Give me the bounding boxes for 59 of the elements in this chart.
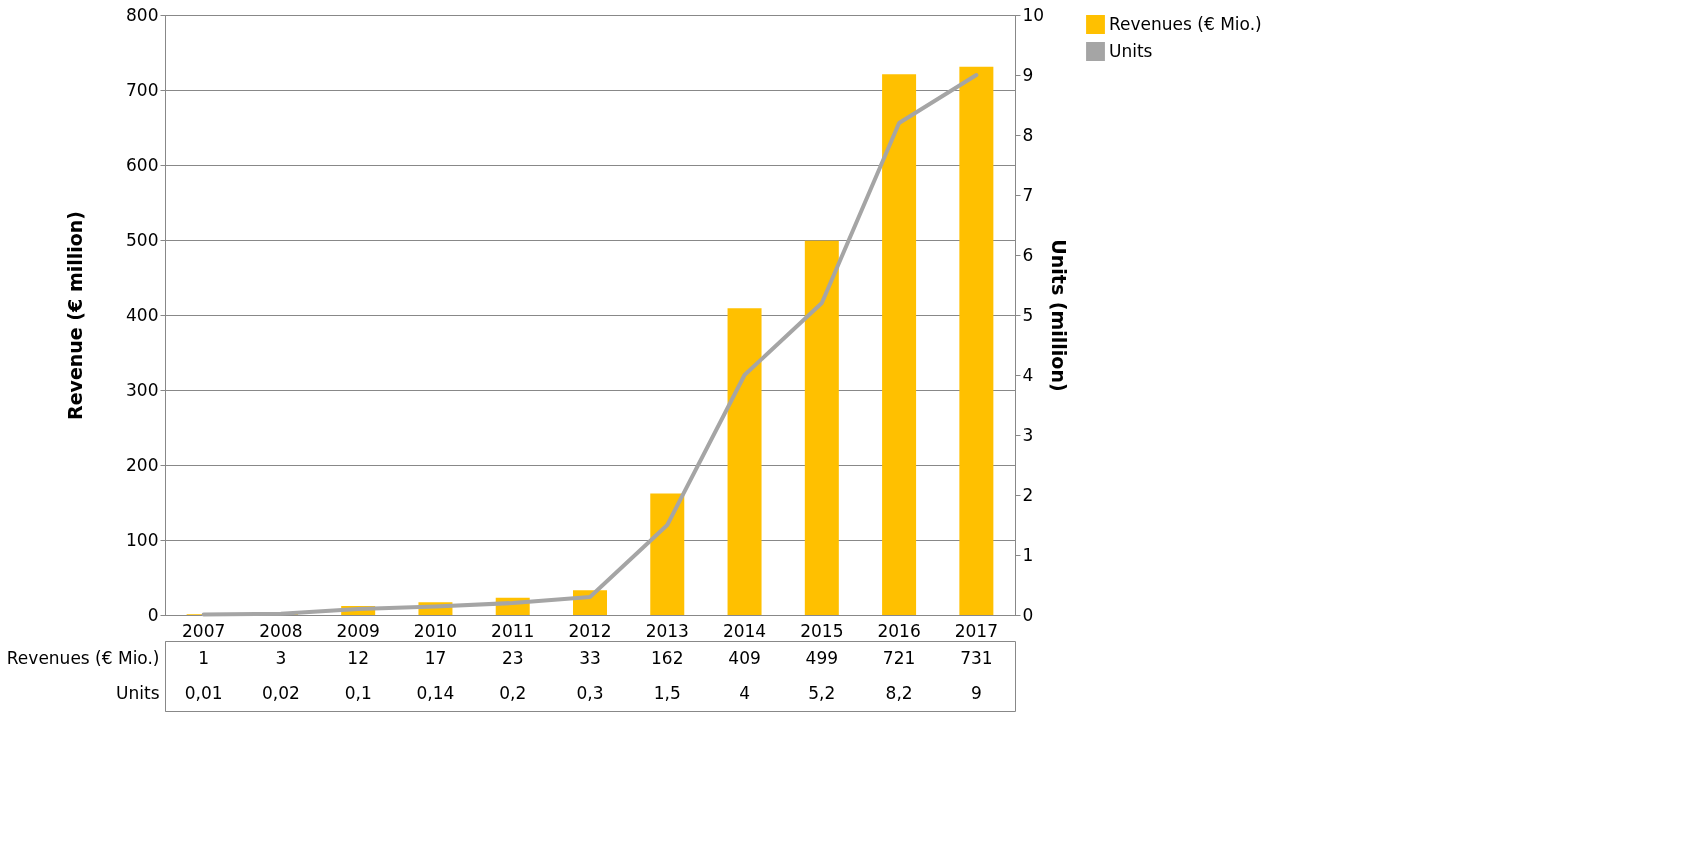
y2-tick-label: 7 [1022, 184, 1034, 205]
data-label: 33 [579, 647, 601, 668]
data-label: 0,3 [576, 682, 604, 703]
data-label: 17 [424, 647, 447, 668]
data-label: 499 [805, 647, 839, 668]
data-label: 1 [198, 647, 210, 668]
data-label: 23 [501, 647, 524, 668]
data-label: 0,02 [261, 682, 300, 703]
y2-tick-label: 9 [1022, 64, 1034, 85]
data-label: 0,14 [416, 682, 455, 703]
data-label: 4 [739, 682, 750, 703]
x-tick-label: 2011 [491, 620, 535, 641]
data-label: 731 [960, 647, 993, 668]
data-label: 409 [728, 647, 761, 668]
text: Revenues (€ Mio.) [6, 648, 160, 668]
y-tick-label: 800 [126, 4, 159, 25]
y2-tick-label: 1 [1022, 544, 1034, 565]
y-tick-label: 600 [126, 154, 159, 175]
y2-axis-title: Units (million) [1048, 239, 1071, 392]
data-label: 9 [970, 682, 982, 703]
x-tick-label: 2008 [259, 620, 303, 641]
y2-tick-label: 10 [1022, 4, 1045, 25]
x-tick-label: 2016 [877, 620, 921, 641]
x-tick-label: 2010 [413, 620, 458, 641]
x-tick-label: 2013 [645, 620, 689, 641]
data-label: 8,2 [885, 682, 913, 703]
x-tick-label: 2009 [336, 620, 380, 641]
x-tick-label: 2007 [182, 620, 226, 641]
y-axis-title: Revenue (€ million) [64, 211, 87, 420]
y2-tick-label: 4 [1022, 364, 1034, 385]
data-label: 3 [275, 647, 287, 668]
data-label: 1,5 [653, 682, 681, 703]
data-label: 0,1 [344, 682, 372, 703]
y2-tick-label: 2 [1022, 484, 1034, 505]
y2-tick-label: 6 [1022, 244, 1034, 265]
y-tick-label: 700 [126, 79, 159, 100]
y-tick-label: 500 [126, 229, 159, 250]
legend-label: Units [1109, 40, 1153, 61]
x-tick-label: 2015 [800, 620, 844, 641]
y2-tick-label: 0 [1022, 604, 1034, 625]
y-tick-label: 200 [126, 454, 159, 475]
y-tick-label: 0 [147, 604, 159, 625]
legend-label: Revenues (€ Mio.) [1109, 13, 1262, 34]
data-label: 721 [882, 647, 916, 668]
y-tick-label: 300 [126, 379, 159, 400]
y-tick-label: 100 [126, 529, 159, 550]
y2-tick-label: 5 [1022, 304, 1034, 325]
text: Units [116, 683, 160, 703]
data-label: 5,2 [808, 682, 836, 703]
data-label: 0,2 [499, 682, 527, 703]
x-tick-label: 2014 [722, 620, 767, 641]
y-tick-label: 400 [126, 304, 159, 325]
x-tick-label: 2017 [954, 620, 998, 641]
y2-tick-label: 8 [1022, 124, 1034, 145]
data-label: 162 [651, 647, 684, 668]
y2-tick-label: 3 [1022, 424, 1034, 445]
data-label: 0,01 [184, 682, 223, 703]
data-label: 12 [347, 647, 369, 668]
x-tick-label: 2012 [568, 620, 612, 641]
